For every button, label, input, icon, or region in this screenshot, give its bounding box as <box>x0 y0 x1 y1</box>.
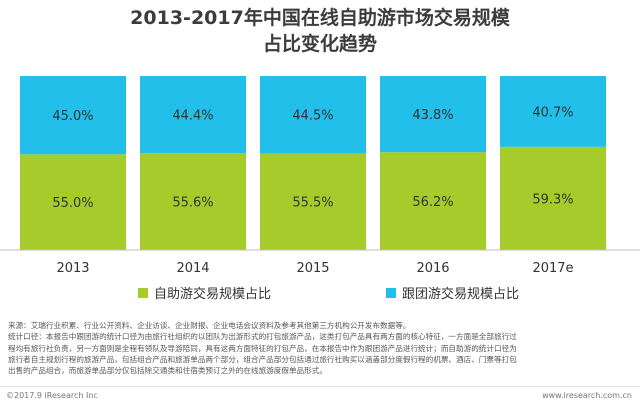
bar-segment-self-guided <box>260 153 366 250</box>
stacked-bar-chart: 55.0% 45.0% 2013 55.6% 44.4% 2014 55.5% 44.5% 20… <box>0 76 640 276</box>
notes-line: 程均有旅行社负责，另一方面则是全程有领队及导游陪同，具有这两方面特征的打包产品，… <box>8 343 517 353</box>
data-label: 45.0% <box>52 109 93 124</box>
data-label: 55.6% <box>172 196 213 211</box>
bar-segment-group-tour <box>380 76 486 153</box>
x-tick-label: 2015 <box>296 261 329 276</box>
footer-copyright: ©2017.9 iResearch Inc <box>6 391 98 400</box>
bar-segment-group-tour <box>20 76 126 155</box>
bar-segment-self-guided <box>380 152 486 250</box>
source-notes: 来源：艾瑞行业积累、行业公开资料、企业访谈、企业财报、企业电话会议资料及参考其他… <box>8 320 634 376</box>
legend-label-self-guided: 自助游交易规模占比 <box>154 287 272 302</box>
bar-segment-self-guided <box>500 146 606 250</box>
legend-label-group-tour: 跟团游交易规模占比 <box>402 287 520 302</box>
notes-line: 出售的产品组合，而旅游单品部分仅包括除交通类和住宿类预订之外的在线旅游度假单品形… <box>8 366 327 376</box>
footer-divider <box>0 386 640 387</box>
notes-line: 来源：艾瑞行业积累、行业公开资料、企业访谈、企业财报、企业电话会议资料及参考其他… <box>8 321 411 330</box>
bar-segment-group-tour <box>500 76 606 147</box>
x-tick-label: 2014 <box>176 261 209 276</box>
legend-swatch-group-tour <box>386 287 396 298</box>
x-tick-label: 2017e <box>532 261 573 276</box>
data-label: 59.3% <box>532 192 573 207</box>
data-label: 44.5% <box>292 109 333 124</box>
data-label: 44.4% <box>172 109 213 124</box>
data-label: 55.5% <box>292 196 333 211</box>
footer-website: www.iresearch.com.cn <box>542 391 632 400</box>
bar-segment-group-tour <box>140 76 246 154</box>
chart-title-line2: 占比变化趋势 <box>262 33 377 55</box>
data-label: 55.0% <box>52 196 93 211</box>
bar-segment-self-guided <box>20 154 126 250</box>
legend-swatch-self-guided <box>138 287 148 298</box>
x-tick-label: 2013 <box>56 261 89 276</box>
notes-line: 旅行者自主规划行程的旅游产品，包括组合产品和旅游单品两个部分，组合产品部分包括通… <box>8 354 517 364</box>
chart-title-line1: 2013-2017年中国在线自助游市场交易规模 <box>130 7 510 29</box>
notes-line: 统计口径：本报告中跟团游的统计口径为由旅行社组织的以团队为出游形式的打包旅游产品… <box>8 332 517 342</box>
data-label: 56.2% <box>412 195 453 210</box>
data-label: 43.8% <box>412 108 453 123</box>
bar-segment-group-tour <box>260 76 366 154</box>
bar-segment-self-guided <box>140 153 246 250</box>
x-tick-label: 2016 <box>416 261 449 276</box>
legend-item-self-guided: 自助游交易规模占比 <box>138 283 271 302</box>
legend-item-group-tour: 跟团游交易规模占比 <box>386 283 519 302</box>
data-label: 40.7% <box>532 105 573 120</box>
